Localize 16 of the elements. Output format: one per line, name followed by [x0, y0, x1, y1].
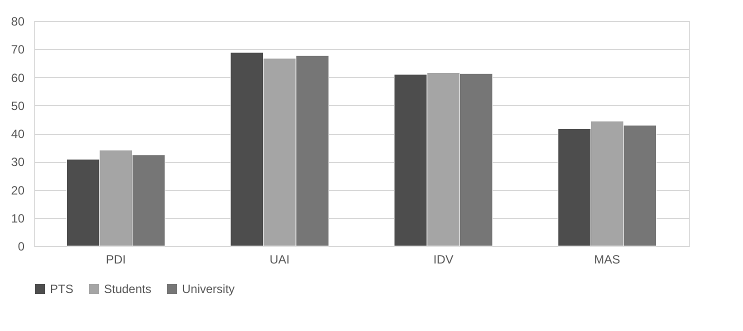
legend-label: University	[182, 282, 235, 296]
x-tick-label: MAS	[594, 252, 620, 266]
y-tick-label: 0	[18, 240, 25, 254]
x-tick-label: IDV	[433, 252, 454, 266]
y-tick-label: 60	[11, 70, 25, 85]
y-tick-label: 10	[11, 211, 25, 226]
y-tick-label: 50	[11, 98, 25, 113]
y-tick-label: 20	[11, 183, 25, 198]
y-tick-label: 70	[11, 42, 25, 57]
y-tick-label: 40	[11, 127, 25, 141]
x-tick-label: PDI	[106, 252, 126, 266]
x-tick-label: UAI	[270, 252, 290, 266]
y-tick-label: 30	[11, 155, 25, 170]
legend-label: Students	[104, 282, 152, 296]
legend-label: PTS	[50, 282, 74, 296]
y-tick-label: 80	[11, 14, 25, 28]
